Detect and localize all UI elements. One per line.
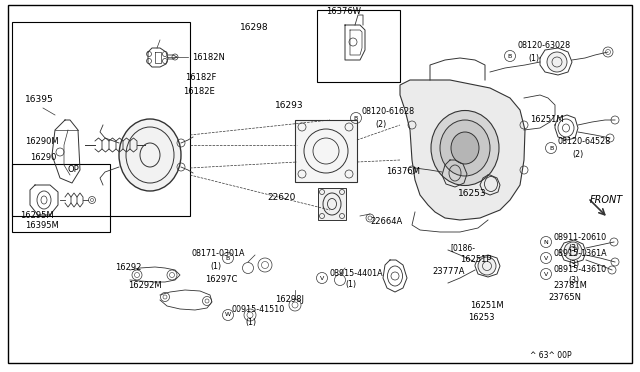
Text: V: V: [544, 272, 548, 276]
Text: 22664A: 22664A: [370, 218, 403, 227]
Text: 16182E: 16182E: [183, 87, 215, 96]
Text: OP: OP: [68, 166, 80, 174]
Text: 08120-64528: 08120-64528: [558, 138, 611, 147]
Ellipse shape: [451, 132, 479, 164]
Ellipse shape: [440, 120, 490, 176]
Text: 16182N: 16182N: [192, 52, 225, 61]
Text: 16251M: 16251M: [470, 301, 504, 310]
Text: 16298: 16298: [240, 23, 269, 32]
Text: ^ 63^ 00P: ^ 63^ 00P: [530, 350, 572, 359]
Text: 22620: 22620: [267, 193, 296, 202]
Text: FRONT: FRONT: [590, 195, 623, 205]
Text: 08911-20610: 08911-20610: [554, 232, 607, 241]
Text: 16251P: 16251P: [460, 256, 492, 264]
Ellipse shape: [564, 242, 582, 260]
Text: (3): (3): [568, 260, 579, 269]
Text: 16292: 16292: [115, 263, 141, 273]
Ellipse shape: [431, 110, 499, 186]
Text: 08915-43610: 08915-43610: [554, 264, 607, 273]
Text: (2): (2): [572, 151, 583, 160]
Text: 16395: 16395: [25, 96, 54, 105]
Text: V: V: [320, 276, 324, 280]
Ellipse shape: [119, 119, 181, 191]
Text: 16182F: 16182F: [185, 74, 216, 83]
Text: B: B: [226, 256, 230, 260]
Text: 16293: 16293: [275, 100, 303, 109]
Text: 16297C: 16297C: [205, 276, 237, 285]
Bar: [12, 164, 110, 232]
Text: B: B: [508, 54, 512, 58]
Text: N: N: [543, 240, 548, 244]
Text: 23781M: 23781M: [553, 280, 587, 289]
Text: W: W: [225, 312, 231, 317]
Text: (1): (1): [528, 54, 539, 62]
Text: (1): (1): [245, 317, 256, 327]
Text: 16376M: 16376M: [386, 167, 420, 176]
Text: (1): (1): [345, 280, 356, 289]
Text: 16376W: 16376W: [326, 7, 361, 16]
Text: B: B: [354, 115, 358, 121]
Text: (1): (1): [210, 262, 221, 270]
Text: 08171-0301A: 08171-0301A: [192, 250, 246, 259]
Text: V: V: [544, 256, 548, 260]
Text: 16290M: 16290M: [25, 137, 59, 145]
Text: 16298J: 16298J: [275, 295, 304, 305]
Text: 16395M: 16395M: [25, 221, 59, 231]
Text: 16251M: 16251M: [530, 115, 564, 125]
Bar: [318, 188, 346, 220]
Text: 00915-41510: 00915-41510: [232, 305, 285, 314]
Text: [0186-: [0186-: [450, 244, 475, 253]
Text: 16253: 16253: [458, 189, 486, 198]
Text: B: B: [549, 145, 553, 151]
Text: 23765N: 23765N: [548, 294, 581, 302]
Text: 08120-63028: 08120-63028: [517, 42, 570, 51]
Bar: [295, 120, 357, 182]
Ellipse shape: [547, 52, 567, 72]
Text: (2): (2): [375, 121, 387, 129]
Text: 16292M: 16292M: [128, 280, 162, 289]
Text: 08915-4401A: 08915-4401A: [330, 269, 383, 279]
Text: (3): (3): [568, 276, 579, 285]
Text: 16290: 16290: [30, 153, 56, 161]
Text: (3): (3): [568, 244, 579, 253]
Text: 16295M: 16295M: [20, 211, 54, 219]
Bar: [317, 10, 400, 82]
Text: 23777A: 23777A: [432, 267, 465, 276]
Bar: [12, 22, 190, 216]
Text: 16253: 16253: [468, 314, 495, 323]
Polygon shape: [400, 80, 525, 220]
Text: 08915-1361A: 08915-1361A: [554, 248, 607, 257]
Ellipse shape: [478, 257, 496, 275]
Text: 08120-61628: 08120-61628: [362, 108, 415, 116]
